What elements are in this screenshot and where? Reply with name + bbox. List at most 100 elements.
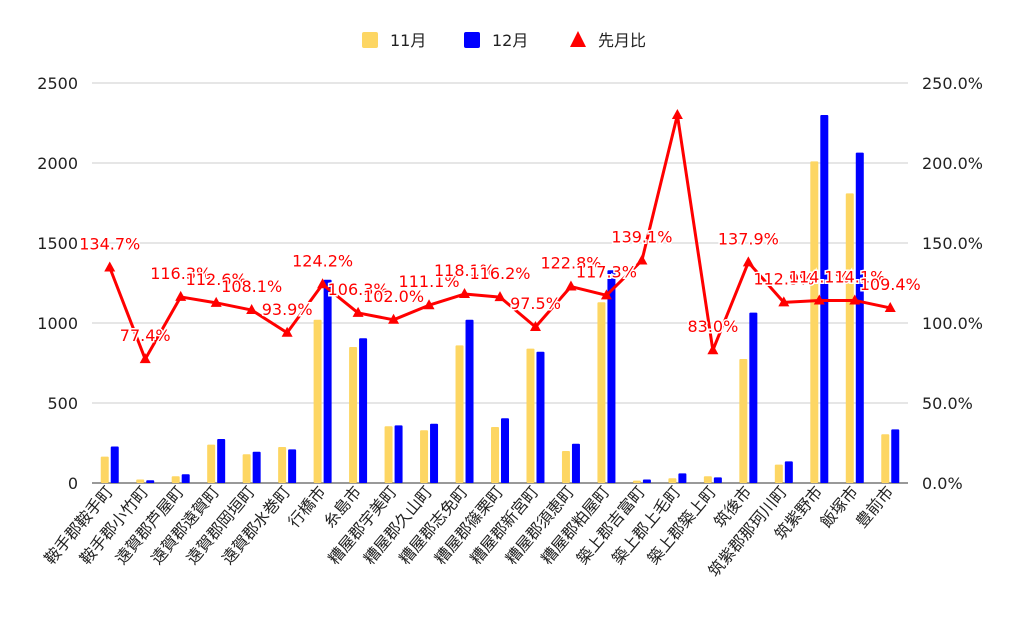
bar-11 — [703, 476, 712, 483]
bar-12 — [678, 473, 687, 483]
ratio-marker — [317, 278, 329, 289]
ratio-data-label: 111.1% — [399, 272, 460, 291]
ratio-data-label: 114.1% — [789, 267, 850, 286]
ratio-data-label: 108.1% — [221, 277, 282, 296]
bar-11 — [384, 426, 393, 483]
y-right-tick-label: 0.0% — [922, 474, 963, 493]
bar-12 — [891, 429, 900, 483]
legend-label: 先月比 — [598, 31, 646, 50]
y-left-tick-label: 1000 — [37, 314, 78, 333]
bar-12 — [501, 418, 509, 483]
y-right-tick-label: 100.0% — [922, 314, 983, 333]
bar-11 — [455, 345, 464, 483]
y-right-tick-label: 50.0% — [922, 394, 973, 413]
y-left-tick-label: 1500 — [37, 234, 78, 253]
bar-11 — [881, 434, 890, 483]
legend-label: 12月 — [492, 31, 528, 50]
x-category-label: 豊前市 — [852, 482, 897, 531]
bar-12 — [465, 319, 474, 483]
bar-11 — [668, 478, 677, 483]
y-right-tick-label: 250.0% — [922, 74, 983, 93]
bar-11 — [420, 430, 429, 483]
ratio-data-label: 122.8% — [540, 254, 601, 273]
ratio-data-label: 93.9% — [262, 300, 313, 319]
ratio-marker — [742, 256, 754, 267]
bar-11 — [242, 454, 251, 483]
ratio-data-label: 117.3% — [576, 262, 637, 281]
bar-12 — [784, 461, 793, 483]
ratio-data-label: 118.1% — [434, 261, 495, 280]
ratio-data-label: 139.1% — [611, 227, 672, 246]
bar-11 — [526, 348, 535, 483]
y-left-tick-label: 2500 — [37, 74, 78, 93]
bar-11 — [136, 479, 145, 483]
ratio-marker — [600, 289, 612, 300]
ratio-marker — [388, 313, 400, 324]
legend-label: 11月 — [390, 31, 426, 50]
bar-12 — [749, 312, 758, 483]
bar-11 — [739, 359, 748, 483]
ratio-data-label: 77.4% — [120, 326, 171, 345]
bar-11 — [100, 456, 109, 483]
ratio-data-label: 112.9% — [753, 269, 814, 288]
bar-12 — [855, 152, 864, 483]
bar-11 — [207, 444, 216, 483]
bar-12 — [607, 270, 616, 483]
legend-swatch — [362, 32, 378, 48]
ratio-data-label: 114.1% — [824, 267, 885, 286]
bar-12 — [642, 479, 651, 483]
bar-11 — [632, 480, 641, 483]
bar-12 — [430, 423, 439, 483]
bar-11 — [845, 193, 854, 483]
bar-11 — [313, 319, 322, 483]
ratio-marker — [246, 304, 258, 315]
ratio-marker — [281, 326, 293, 337]
bar-11 — [597, 302, 606, 483]
ratio-marker — [210, 296, 222, 307]
x-category-label: 行橋市 — [284, 482, 329, 531]
ratio-marker — [565, 280, 577, 291]
bar-11 — [278, 447, 287, 483]
bar-12 — [359, 338, 368, 483]
ratio-data-label: 137.9% — [718, 229, 779, 248]
ratio-marker — [175, 290, 187, 301]
ratio-data-label: 97.5% — [510, 294, 561, 313]
ratio-marker — [104, 261, 116, 272]
ratio-marker — [139, 353, 151, 364]
ratio-marker — [813, 294, 825, 305]
bar-12 — [323, 279, 332, 483]
bar-12 — [536, 351, 545, 483]
y-left-tick-label: 2000 — [37, 154, 78, 173]
ratio-data-label: 83.0% — [687, 317, 738, 336]
bar-11 — [491, 427, 499, 483]
ratio-marker — [529, 321, 541, 331]
bar-12 — [571, 443, 580, 483]
bar-12 — [217, 439, 226, 483]
bar-12 — [713, 477, 722, 483]
ratio-marker — [849, 294, 861, 305]
ratio-data-label: 124.2% — [292, 251, 353, 270]
bar-12 — [110, 446, 119, 483]
bar-12 — [181, 474, 190, 483]
y-right-tick-label: 150.0% — [922, 234, 983, 253]
legend-swatch — [464, 32, 480, 48]
ratio-marker — [671, 109, 683, 119]
ratio-data-label: 112.6% — [186, 270, 247, 289]
ratio-marker — [423, 299, 435, 310]
ratio-data-label: 116.2% — [469, 264, 530, 283]
bar-12 — [288, 449, 297, 483]
bar-11 — [349, 347, 358, 483]
ratio-marker — [884, 301, 896, 312]
legend-marker — [570, 31, 586, 47]
ratio-data-label: 134.7% — [79, 234, 140, 253]
bar-12 — [394, 425, 403, 483]
ratio-marker — [494, 291, 506, 302]
ratio-data-label: 116.3% — [150, 264, 211, 283]
ratio-marker — [778, 296, 790, 307]
x-category-label: 飯塚市 — [816, 482, 861, 531]
ratio-marker — [352, 306, 364, 317]
ratio-data-label: 106.3% — [328, 280, 389, 299]
ratio-marker — [459, 288, 471, 299]
y-right-tick-label: 200.0% — [922, 154, 983, 173]
